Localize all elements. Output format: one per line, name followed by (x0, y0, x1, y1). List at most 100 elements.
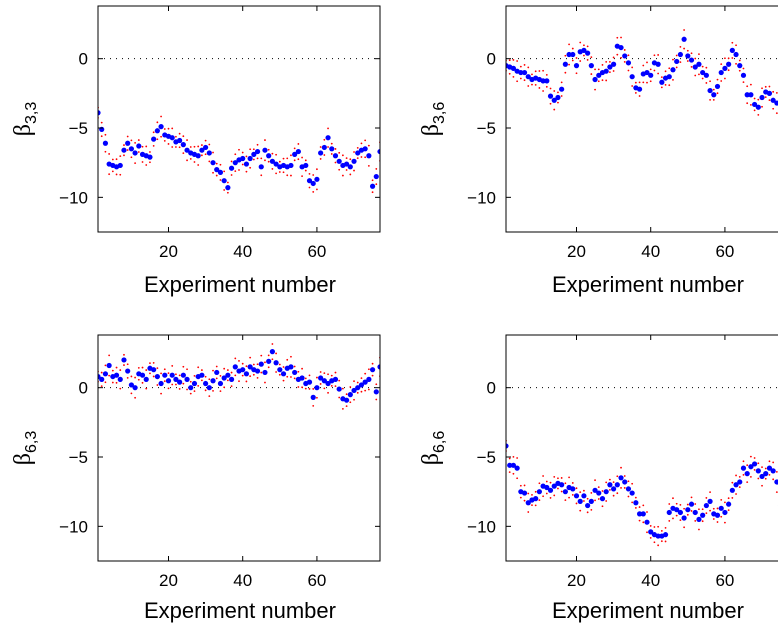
lower-bound-point (612, 494, 615, 497)
lower-bound-point (531, 83, 533, 86)
upper-bound-point (675, 54, 678, 57)
lower-bound-point (698, 528, 700, 531)
estimate-point (536, 489, 542, 495)
lower-bound-point (323, 387, 326, 390)
estimate-point (722, 509, 728, 516)
x-axis-title: Experiment number (552, 272, 744, 297)
lower-bound-point (208, 395, 211, 398)
upper-bound-point (571, 47, 574, 50)
estimate-point (533, 496, 539, 502)
estimate-point (707, 498, 713, 504)
estimate-point (744, 92, 750, 98)
estimate-point (162, 372, 168, 378)
lower-bound-point (316, 188, 318, 191)
estimate-point (362, 146, 368, 152)
estimate-point (666, 509, 672, 516)
x-axis-title: Experiment number (144, 598, 336, 623)
lower-bound-point (519, 496, 522, 499)
estimate-point (214, 167, 220, 173)
estimate-point (254, 148, 261, 155)
estimate-point (262, 369, 268, 376)
estimate-point (251, 151, 257, 157)
lower-bound-point (278, 373, 281, 376)
upper-bound-point (701, 65, 704, 68)
estimate-point (752, 461, 758, 467)
upper-bound-point (553, 475, 556, 478)
estimate-point (169, 372, 175, 378)
lower-bound-point (701, 77, 704, 80)
upper-bound-point (304, 377, 307, 380)
estimate-point (766, 465, 773, 471)
upper-bound-point (608, 60, 611, 63)
estimate-point (113, 372, 120, 378)
upper-bound-point (701, 508, 704, 511)
estimate-point (681, 36, 687, 42)
lower-bound-point (297, 158, 300, 161)
estimate-point (581, 493, 587, 499)
lower-bound-point (290, 376, 292, 378)
lower-bound-point (549, 497, 552, 499)
lower-bound-point (308, 388, 311, 390)
upper-bound-point (293, 147, 296, 150)
upper-bound-point (219, 163, 222, 166)
lower-bound-point (115, 381, 118, 384)
lower-bound-point (245, 170, 248, 173)
lower-bound-point (742, 473, 745, 476)
estimate-point (599, 496, 606, 502)
upper-bound-point (149, 151, 151, 153)
upper-bound-point (519, 65, 522, 68)
lower-bound-point (616, 53, 619, 56)
estimate-point (373, 173, 379, 180)
lower-bound-point (212, 171, 214, 174)
lower-bound-point (597, 498, 600, 500)
y-axis-title: β6,3 (10, 431, 40, 466)
upper-bound-point (371, 179, 374, 182)
upper-bound-point (104, 133, 107, 136)
upper-bound-point (312, 388, 315, 390)
upper-bound-point (612, 481, 615, 484)
upper-bound-point (189, 146, 192, 148)
lower-bound-point (553, 108, 556, 111)
upper-bound-point (204, 139, 207, 142)
upper-bound-point (627, 54, 630, 57)
estimate-point (525, 500, 531, 506)
estimate-point (318, 150, 324, 156)
y-axis-symbol: β (10, 453, 36, 465)
estimate-point (221, 375, 227, 381)
lower-bound-point (212, 389, 214, 392)
lower-bound-point (720, 80, 723, 82)
lower-bound-point (601, 79, 604, 82)
upper-bound-point (160, 372, 162, 375)
lower-bound-point (564, 499, 567, 502)
estimate-point (559, 86, 565, 92)
upper-bound-point (516, 60, 519, 62)
upper-bound-point (698, 508, 700, 511)
lower-bound-point (197, 384, 200, 387)
x-tick-label: 60 (307, 571, 326, 590)
lower-bound-point (215, 174, 218, 177)
upper-bound-point (642, 64, 645, 67)
upper-bound-point (226, 181, 229, 184)
estimate-point (210, 160, 216, 166)
upper-bound-point (290, 154, 292, 157)
upper-bound-point (100, 371, 103, 374)
upper-bound-point (768, 85, 771, 88)
lower-bound-point (749, 103, 752, 106)
plot-area (98, 343, 380, 410)
upper-bound-point (583, 489, 585, 492)
upper-bound-point (345, 393, 348, 396)
upper-bound-point (249, 356, 252, 359)
y-axis-subscript: 6,3 (23, 431, 40, 453)
upper-bound-point (620, 466, 622, 469)
estimate-point (269, 349, 275, 355)
estimate-point (677, 509, 683, 516)
upper-bound-point (579, 491, 582, 493)
estimate-point (562, 61, 568, 67)
estimate-point (592, 76, 598, 83)
estimate-point (355, 385, 361, 391)
lower-bound-point (568, 63, 570, 66)
estimate-point (740, 72, 747, 78)
estimate-point (718, 505, 724, 511)
lower-bound-point (646, 81, 648, 84)
upper-bound-point (375, 168, 378, 170)
